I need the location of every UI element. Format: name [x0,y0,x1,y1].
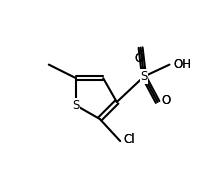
Text: OH: OH [174,58,192,71]
Text: S: S [72,99,80,112]
Text: S: S [72,99,80,112]
Text: O: O [134,52,143,65]
Text: S: S [140,70,148,83]
Text: Cl: Cl [124,133,135,146]
Text: O: O [162,94,171,107]
Text: O: O [134,52,143,65]
Text: O: O [162,94,171,107]
Text: S: S [140,70,148,83]
Text: OH: OH [174,58,192,71]
Text: Cl: Cl [124,133,135,146]
